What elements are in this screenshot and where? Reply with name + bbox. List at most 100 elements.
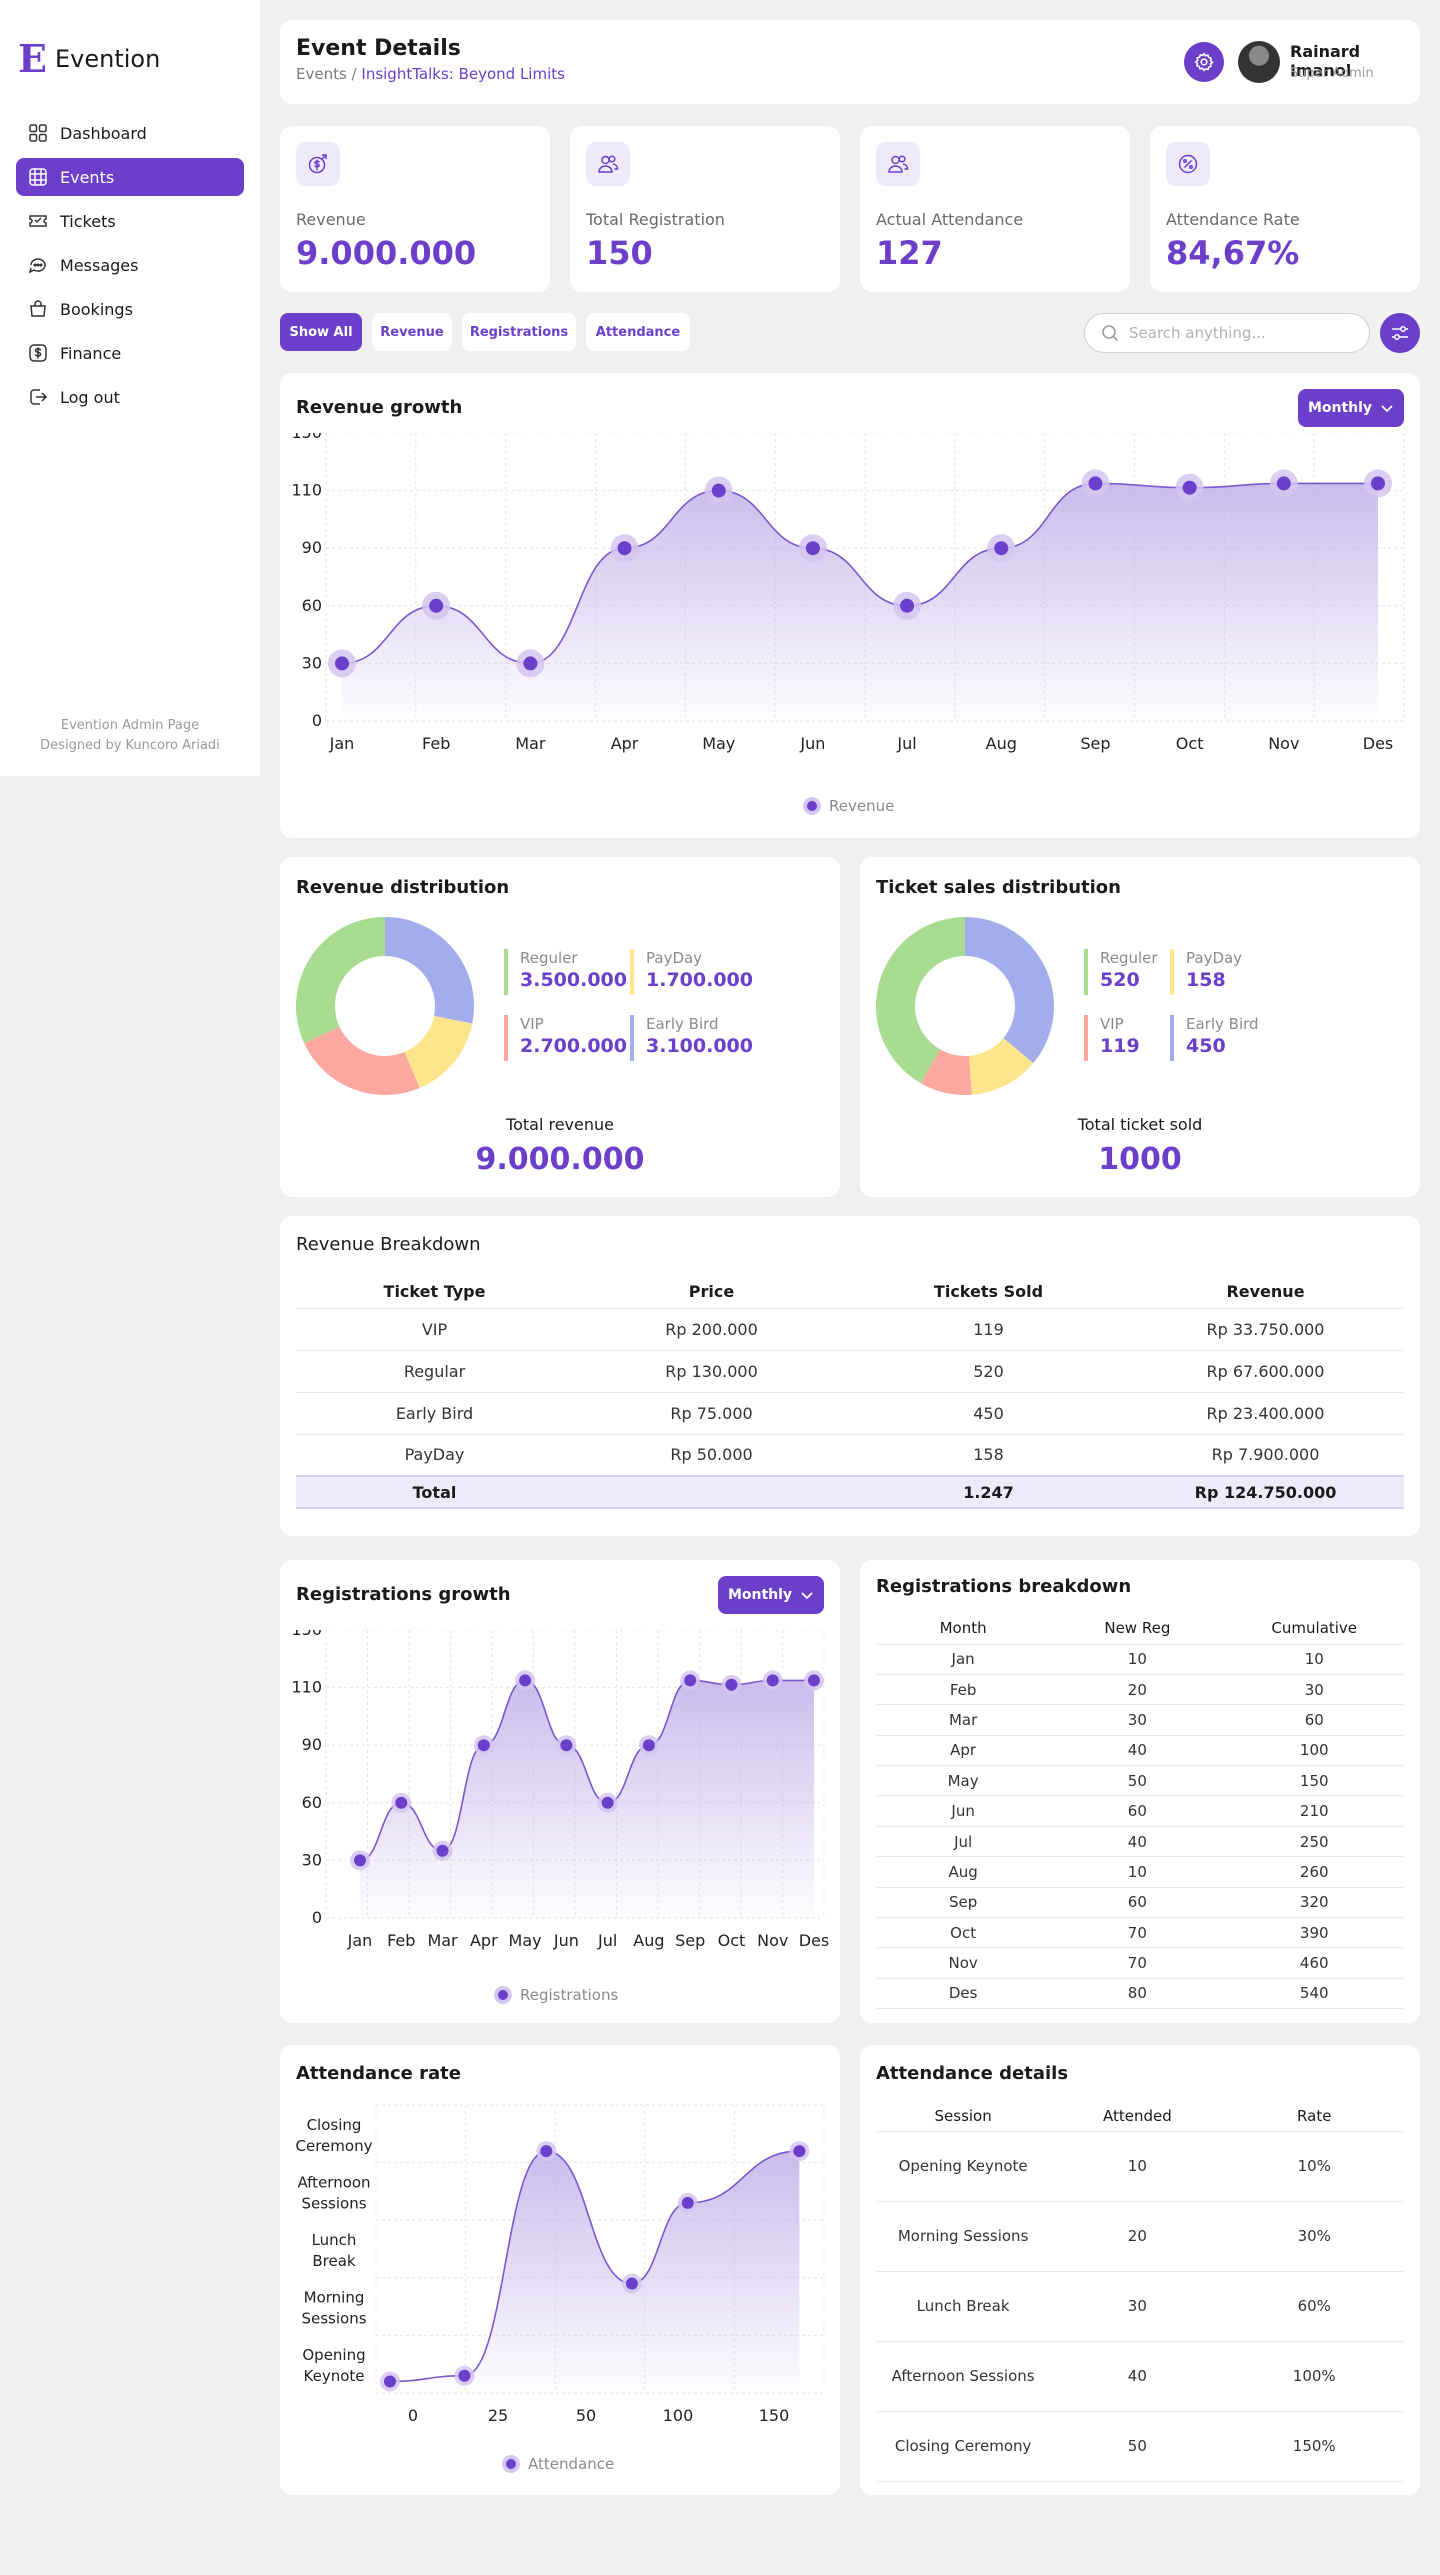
sidebar-item-bookings[interactable]: Bookings bbox=[16, 290, 244, 328]
filter-registrations[interactable]: Registrations bbox=[462, 313, 576, 351]
period-dropdown[interactable]: Monthly bbox=[1298, 389, 1404, 427]
x-tick-label: Sep bbox=[1080, 734, 1110, 753]
filter-settings-button[interactable] bbox=[1380, 313, 1420, 353]
table-cell: Afternoon Sessions bbox=[876, 2341, 1051, 2412]
sidebar-footer: Evention Admin Page Designed by Kuncoro … bbox=[0, 716, 260, 756]
area-fill bbox=[390, 2151, 800, 2393]
dist-item-earlybird: Early Bird 3.100.000 bbox=[630, 1015, 753, 1061]
breadcrumb-parent[interactable]: Events / bbox=[296, 65, 357, 83]
table-cell: 30 bbox=[1224, 1674, 1404, 1706]
sidebar-item-logout[interactable]: Log out bbox=[16, 378, 244, 416]
table-header: Price bbox=[573, 1276, 850, 1309]
filter-attendance[interactable]: Attendance bbox=[586, 313, 690, 351]
table-cell: 70 bbox=[1050, 1947, 1225, 1979]
attendance-details-table: Session Attended Rate Opening Keynote 10 1… bbox=[876, 2101, 1404, 2482]
sidebar-item-events[interactable]: Events bbox=[16, 158, 244, 196]
area-fill bbox=[342, 483, 1378, 721]
logo[interactable]: E Evention bbox=[18, 40, 160, 78]
sidebar-item-tickets[interactable]: Tickets bbox=[16, 202, 244, 240]
breadcrumb-current[interactable]: InsightTalks: Beyond Limits bbox=[361, 65, 565, 83]
table-cell: 40 bbox=[1050, 2341, 1225, 2412]
dropdown-label: Monthly bbox=[727, 1587, 793, 1603]
sidebar-item-label: Events bbox=[60, 167, 115, 187]
revenue-breakdown-table: Ticket Type Price Tickets Sold Revenue V… bbox=[296, 1276, 1404, 1509]
table-cell: 80 bbox=[1050, 1978, 1225, 2010]
dist-item-reguler: Reguler 520 bbox=[1084, 949, 1158, 995]
y-category-label: Morning Sessions bbox=[301, 2289, 366, 2328]
table-cell: 40 bbox=[1050, 1735, 1225, 1767]
card-title: Registrations breakdown bbox=[876, 1576, 1132, 1597]
attendance-rate-chart: Opening Keynote Morning Sessions Lunch Break A… bbox=[296, 2104, 825, 2425]
sidebar-item-label: Messages bbox=[60, 255, 139, 275]
search-box[interactable] bbox=[1084, 313, 1370, 353]
data-point bbox=[994, 541, 1009, 556]
dist-value: 119 bbox=[1100, 1035, 1140, 1057]
page-title: Event Details bbox=[296, 36, 461, 61]
table-cell: Rp 23.400.000 bbox=[1127, 1392, 1404, 1435]
search-input[interactable] bbox=[1129, 324, 1349, 342]
table-cell: Des bbox=[876, 1978, 1051, 2010]
table-cell: Rp 124.750.000 bbox=[1127, 1475, 1404, 1509]
chevron-down-icon bbox=[1381, 405, 1393, 413]
sidebar-item-dashboard[interactable]: Dashboard bbox=[16, 114, 244, 152]
table-header-row: Ticket Type Price Tickets Sold Revenue bbox=[296, 1276, 1404, 1309]
settings-button[interactable] bbox=[1184, 42, 1224, 82]
dist-item-vip: VIP 2.700.000 bbox=[504, 1015, 627, 1061]
x-tick-label: Jan bbox=[329, 734, 355, 753]
stat-card-revenue: Revenue 9.000.000 bbox=[280, 126, 550, 292]
data-point bbox=[429, 598, 444, 613]
x-tick-label: 100 bbox=[663, 2406, 694, 2425]
sidebar-nav: Dashboard Events Tickets Messages Bookin… bbox=[16, 114, 244, 422]
table-row: Morning Sessions 20 30% bbox=[876, 2201, 1404, 2272]
table-cell: 10 bbox=[1050, 2131, 1225, 2202]
pie-slice bbox=[385, 917, 474, 1024]
table-cell: Aug bbox=[876, 1856, 1051, 1888]
sidebar-item-label: Dashboard bbox=[60, 123, 147, 143]
y-tick-label: 90 bbox=[302, 538, 322, 557]
table-header: Attended bbox=[1050, 2101, 1225, 2132]
pie-slice bbox=[968, 1038, 1034, 1095]
user-name: Rainard Imanol bbox=[1290, 42, 1361, 80]
label-line: Break bbox=[312, 2252, 356, 2270]
table-row: Sep 60 320 bbox=[876, 1887, 1404, 1919]
stat-value: 9.000.000 bbox=[296, 234, 477, 272]
data-point bbox=[540, 2145, 553, 2158]
filter-show-all[interactable]: Show All bbox=[280, 313, 362, 351]
dist-name: Early Bird bbox=[646, 1015, 719, 1033]
legend-marker bbox=[494, 1986, 512, 2004]
data-point bbox=[681, 2196, 694, 2209]
y-tick-label: 150 bbox=[291, 433, 322, 442]
legend-label: Registrations bbox=[520, 1986, 619, 2004]
sidebar-item-messages[interactable]: Messages bbox=[16, 246, 244, 284]
table-cell: 100% bbox=[1224, 2341, 1404, 2412]
sidebar: E Evention Dashboard Events Tickets Mess… bbox=[0, 0, 260, 776]
table-header-row: Month New Reg Cumulative bbox=[876, 1612, 1404, 1645]
chart-legend: Registrations bbox=[494, 1986, 618, 2004]
table-header: Session bbox=[876, 2101, 1051, 2132]
data-point bbox=[458, 2369, 471, 2382]
data-point bbox=[1371, 476, 1385, 491]
table-cell: Early Bird bbox=[296, 1392, 573, 1435]
table-cell: Lunch Break bbox=[876, 2271, 1051, 2342]
data-point bbox=[354, 1854, 366, 1867]
table-cell: Rp 75.000 bbox=[573, 1392, 850, 1435]
table-row: Closing Ceremony 50 150% bbox=[876, 2411, 1404, 2482]
table-row: Feb 20 30 bbox=[876, 1674, 1404, 1706]
dist-value: 450 bbox=[1186, 1035, 1226, 1057]
search-icon bbox=[1102, 325, 1119, 342]
sidebar-item-finance[interactable]: Finance bbox=[16, 334, 244, 372]
footer-line: Designed by Kuncoro Ariadi bbox=[40, 738, 220, 753]
revenue-growth-card: Revenue growth Monthly 0 30 60 90 110 150 Jan F… bbox=[280, 373, 1420, 838]
card-title: Attendance details bbox=[876, 2063, 1069, 2084]
x-tick-label: Aug bbox=[986, 734, 1017, 753]
dist-item-reguler: Reguler 3.500.000 bbox=[504, 949, 627, 995]
x-tick-label: Jun bbox=[799, 734, 825, 753]
calendar-icon bbox=[29, 168, 47, 186]
table-row: Mar 30 60 bbox=[876, 1704, 1404, 1736]
filter-revenue[interactable]: Revenue bbox=[372, 313, 452, 351]
period-dropdown[interactable]: Monthly bbox=[718, 1576, 824, 1614]
attendance-rate-card: Attendance rate Opening Keynote Morning Ses… bbox=[280, 2045, 840, 2495]
avatar[interactable] bbox=[1238, 41, 1280, 83]
ticket-distribution-card: Ticket sales distribution Reguler 520 Pa… bbox=[860, 857, 1420, 1197]
y-tick-label: 60 bbox=[302, 1793, 322, 1812]
